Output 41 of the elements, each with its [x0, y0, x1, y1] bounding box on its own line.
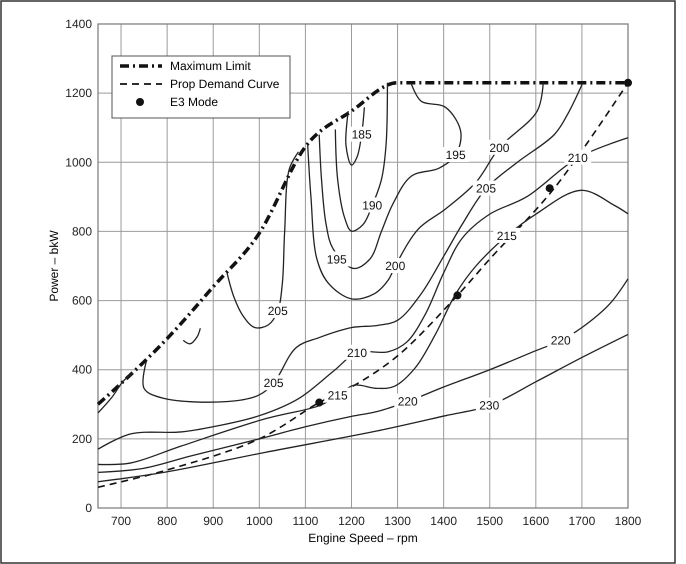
- point: [546, 184, 554, 192]
- x-tick-label: 1300: [384, 514, 412, 528]
- y-tick-label: 400: [72, 362, 92, 377]
- y-tick-label: 800: [72, 224, 92, 238]
- x-tick-label: 1800: [614, 514, 642, 528]
- line-series: [97, 334, 629, 482]
- legend-label: Prop Demand Curve: [170, 77, 280, 91]
- x-tick-label: 1400: [430, 514, 458, 528]
- annotation: 190: [362, 198, 383, 212]
- legend-label: Maximum Limit: [170, 59, 252, 73]
- line-series: [97, 137, 629, 450]
- x-tick-label: 1700: [568, 514, 596, 528]
- point: [453, 291, 462, 300]
- x-tick-label: 700: [111, 514, 132, 528]
- line-series: [307, 82, 544, 300]
- y-tick-label: 1000: [65, 155, 92, 170]
- annotation: 205: [268, 304, 288, 318]
- line-series: [97, 372, 134, 414]
- x-tick-label: 1000: [246, 514, 273, 528]
- y-tick-label: 200: [72, 432, 92, 446]
- annotation: 195: [326, 252, 348, 266]
- point: [315, 398, 324, 407]
- point: [624, 78, 632, 87]
- annotation: 205: [264, 376, 284, 390]
- x-axis-title: Engine Speed – rpm: [308, 531, 418, 545]
- line-series: [97, 278, 629, 474]
- y-tick-label: 1400: [65, 17, 92, 31]
- x-tick-label: 1100: [292, 514, 319, 528]
- y-tick-label: 600: [72, 294, 92, 308]
- x-tick-label: 800: [157, 514, 178, 528]
- x-tick-label: 1200: [338, 514, 366, 528]
- legend-label: E3 Mode: [170, 95, 218, 109]
- y-tick-label: 0: [85, 501, 92, 515]
- line-series: [334, 82, 388, 232]
- x-tick-label: 900: [203, 514, 224, 528]
- y-axis-title: Power – bkW: [47, 230, 61, 302]
- y-tick-label: 1200: [65, 86, 92, 100]
- x-tick-label: 1600: [522, 514, 550, 528]
- x-tick-label: 1500: [476, 514, 504, 528]
- line-series: [226, 151, 300, 329]
- line-series: [182, 328, 201, 344]
